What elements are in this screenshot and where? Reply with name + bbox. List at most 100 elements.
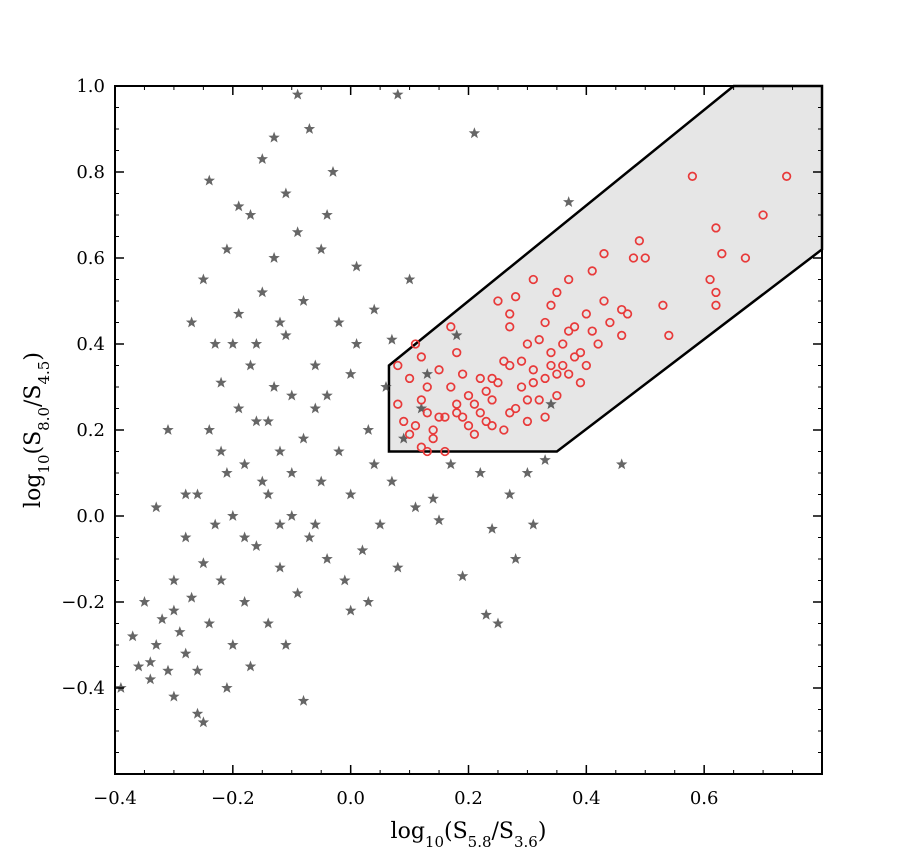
circle-point bbox=[422, 446, 432, 457]
star-point bbox=[162, 664, 174, 676]
star-point bbox=[286, 467, 298, 478]
star-point bbox=[468, 127, 481, 139]
star-point bbox=[527, 518, 539, 530]
star-point bbox=[297, 694, 310, 706]
star-point bbox=[250, 415, 263, 427]
star-point bbox=[315, 243, 327, 255]
star-point bbox=[174, 626, 186, 637]
star-point bbox=[238, 531, 251, 543]
circle-point bbox=[528, 378, 538, 388]
star-point bbox=[274, 561, 286, 573]
circle-point bbox=[617, 304, 627, 315]
star-point bbox=[486, 522, 498, 534]
star-point bbox=[345, 368, 357, 379]
star-point bbox=[274, 316, 286, 328]
star-point bbox=[256, 286, 268, 298]
star-point bbox=[168, 574, 180, 586]
circle-point bbox=[605, 317, 615, 328]
star-point bbox=[268, 381, 280, 392]
x-tick-label: 0.4 bbox=[572, 788, 601, 809]
star-point bbox=[191, 664, 204, 676]
star-point bbox=[197, 557, 210, 569]
star-point bbox=[150, 639, 162, 650]
circle-point bbox=[499, 425, 509, 435]
x-tick-label: 0.6 bbox=[690, 788, 719, 809]
star-point bbox=[392, 561, 404, 573]
star-point bbox=[162, 424, 174, 435]
y-tick-label: −0.4 bbox=[61, 678, 105, 699]
circle-point bbox=[493, 296, 503, 306]
y-tick-label: 1.0 bbox=[76, 76, 105, 97]
star-point bbox=[215, 574, 227, 586]
circle-point bbox=[428, 425, 438, 435]
star-point bbox=[492, 617, 504, 629]
circle-point bbox=[505, 309, 515, 319]
star-point bbox=[362, 424, 374, 435]
y-axis-label: log10(S8.0/S4.5) bbox=[21, 352, 53, 508]
star-point bbox=[197, 716, 210, 728]
star-point bbox=[291, 587, 304, 599]
circle-point bbox=[393, 360, 403, 371]
circle-point bbox=[528, 365, 538, 375]
circle-point bbox=[505, 408, 515, 418]
star-point bbox=[339, 574, 351, 586]
circle-point bbox=[487, 373, 497, 384]
circle-point bbox=[487, 395, 497, 405]
circle-point bbox=[628, 253, 639, 263]
star-point bbox=[403, 273, 416, 285]
star-point bbox=[280, 639, 292, 650]
circle-point bbox=[569, 322, 580, 332]
star-point bbox=[368, 303, 380, 315]
star-point bbox=[244, 209, 257, 220]
star-point bbox=[350, 338, 363, 349]
star-point bbox=[244, 660, 257, 672]
star-point bbox=[144, 656, 157, 668]
circle-point bbox=[546, 347, 556, 358]
circle-point bbox=[452, 408, 462, 418]
star-point bbox=[227, 639, 239, 650]
x-axis: −0.4 −0.2 0.0 0.2 0.4 0.6 bbox=[93, 86, 823, 809]
circle-point bbox=[434, 365, 444, 375]
circle-point bbox=[522, 416, 533, 427]
star-point bbox=[563, 196, 575, 207]
x-tick-label: 0.2 bbox=[454, 788, 483, 809]
star-point bbox=[209, 338, 221, 349]
x-axis-label: log10(S5.8/S3.6) bbox=[391, 819, 547, 851]
star-point bbox=[415, 402, 428, 414]
star-point bbox=[221, 243, 233, 255]
circle-point bbox=[546, 300, 556, 310]
star-point bbox=[156, 613, 168, 625]
star-point bbox=[321, 389, 333, 401]
circle-point bbox=[569, 352, 580, 362]
selection-region bbox=[387, 84, 824, 453]
star-point bbox=[256, 475, 268, 487]
circle-point bbox=[593, 339, 603, 349]
circle-point bbox=[505, 360, 515, 371]
circle-series bbox=[393, 171, 792, 457]
circle-point bbox=[717, 249, 727, 259]
circle-point bbox=[522, 339, 533, 349]
y-tick-label: 0.0 bbox=[76, 506, 105, 527]
circle-point bbox=[404, 373, 415, 384]
circle-point bbox=[758, 210, 768, 220]
star-point bbox=[233, 307, 245, 319]
star-point bbox=[268, 131, 280, 143]
circle-point bbox=[782, 171, 792, 181]
circle-point bbox=[416, 442, 427, 452]
circle-point bbox=[510, 292, 521, 302]
star-point bbox=[262, 415, 274, 427]
star-point bbox=[280, 329, 292, 341]
star-point bbox=[286, 389, 298, 401]
circle-point bbox=[740, 253, 751, 263]
y-tick-label: 0.2 bbox=[76, 420, 105, 441]
star-point bbox=[321, 209, 333, 220]
x-tick-label: −0.4 bbox=[93, 788, 137, 809]
star-point bbox=[509, 553, 522, 564]
y-tick-label: 0.8 bbox=[76, 162, 105, 183]
star-point bbox=[374, 518, 386, 530]
circle-point bbox=[599, 249, 609, 259]
star-point bbox=[297, 432, 310, 444]
star-point bbox=[309, 359, 321, 371]
star-point bbox=[474, 467, 486, 478]
